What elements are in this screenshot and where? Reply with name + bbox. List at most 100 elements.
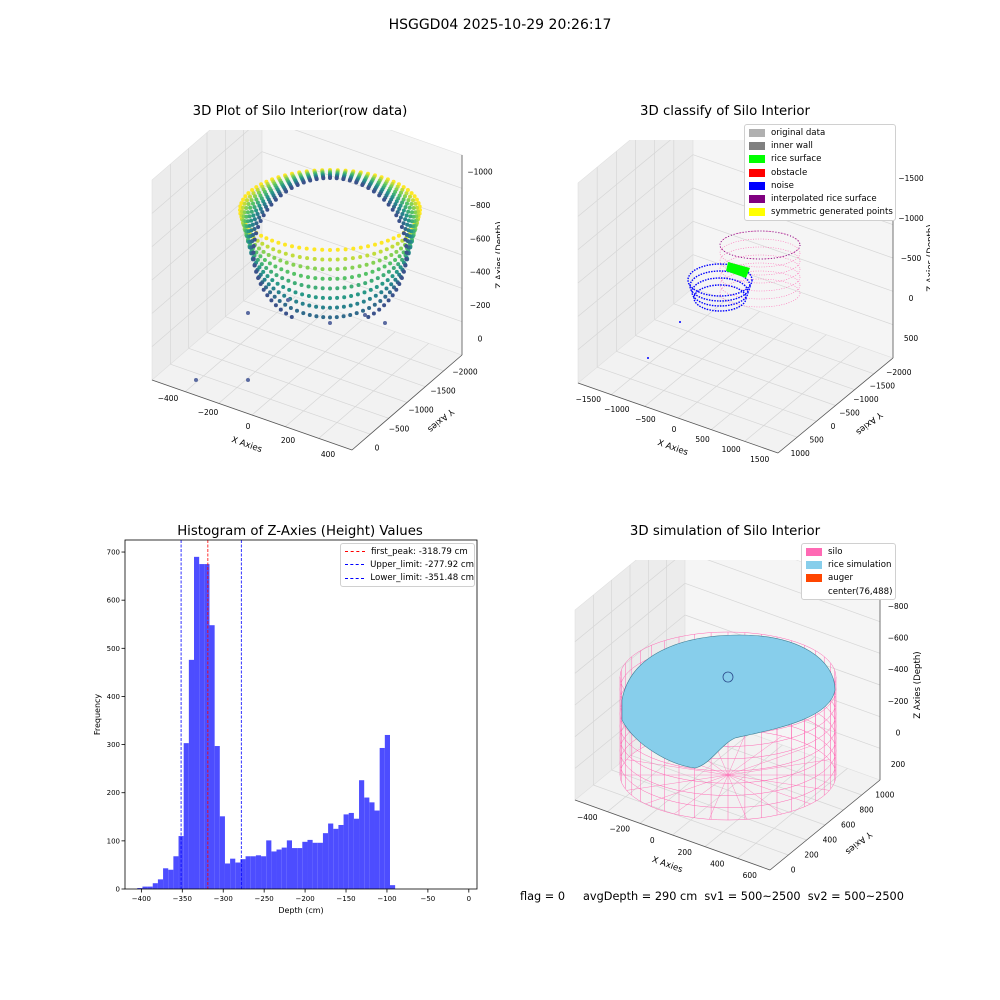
raw-point xyxy=(290,244,294,249)
legend-label: symmetric generated points xyxy=(771,207,893,218)
raw-point xyxy=(312,247,317,252)
x-tick-label: −50 xyxy=(420,895,435,903)
raw-point xyxy=(400,212,405,216)
raw-point xyxy=(413,210,418,215)
raw-point xyxy=(314,314,319,319)
simulation-3d-plot: −400−2000200400600020040060080010002000−… xyxy=(574,560,923,880)
raw-point xyxy=(253,194,257,199)
raw-point xyxy=(242,201,247,206)
raw-point xyxy=(290,253,295,258)
y-tick-label: 500 xyxy=(107,645,120,653)
raw-point xyxy=(411,206,416,210)
raw-point xyxy=(386,298,391,303)
raw-point xyxy=(394,249,399,254)
raw-point xyxy=(401,197,406,202)
histogram-bar xyxy=(266,840,272,889)
z-tick-label: 0 xyxy=(478,334,483,343)
raw-point xyxy=(387,290,392,295)
raw-point xyxy=(278,258,283,263)
silo-simulation xyxy=(619,631,837,821)
histogram-bar xyxy=(173,856,179,889)
grid-line xyxy=(684,583,881,654)
raw-point xyxy=(261,249,266,254)
histogram-bar xyxy=(255,855,262,889)
histogram-bar xyxy=(194,556,200,889)
silo-floor-spoke xyxy=(626,759,729,776)
x-tick-label: −300 xyxy=(214,895,233,903)
raw-point xyxy=(245,198,249,203)
histogram-bar xyxy=(374,810,380,889)
raw-point xyxy=(408,214,413,219)
raw-point xyxy=(252,237,257,242)
raw-point xyxy=(265,244,270,249)
z-tick-label: −1500 xyxy=(898,174,924,183)
raw-point xyxy=(357,273,362,278)
raw-point xyxy=(251,191,256,196)
legend-swatch xyxy=(749,181,765,190)
raw-point xyxy=(305,265,310,270)
raw-point xyxy=(286,278,291,283)
raw-point xyxy=(367,306,372,310)
raw-point xyxy=(291,262,296,267)
histogram-bar xyxy=(204,564,210,889)
legend-line-sample xyxy=(345,551,365,553)
silo-ring xyxy=(719,278,801,308)
raw-point xyxy=(386,269,391,274)
raw-point xyxy=(367,296,372,301)
silo-floor-spoke xyxy=(727,745,811,776)
raw-point xyxy=(306,284,311,289)
raw-point xyxy=(349,284,354,289)
raw-point xyxy=(320,276,325,281)
raw-point xyxy=(257,246,261,251)
x-tick-label: 0 xyxy=(650,836,655,845)
raw-point xyxy=(254,250,259,255)
legend-item: inner wall xyxy=(745,139,895,152)
raw-point xyxy=(271,247,276,252)
raw-point xyxy=(411,214,416,219)
silo-floor-spoke xyxy=(727,735,783,776)
legend-swatch xyxy=(806,588,822,596)
y-tick-label: 600 xyxy=(107,597,120,605)
histogram-bar xyxy=(348,812,354,889)
raw-point xyxy=(383,321,387,325)
silo-ring xyxy=(719,238,801,268)
x-axis-line xyxy=(577,382,779,454)
raw-point xyxy=(405,222,410,227)
raw-point xyxy=(399,246,403,251)
grid-line xyxy=(692,187,894,259)
raw-point xyxy=(250,188,255,192)
y-tick-label: 0 xyxy=(791,866,796,875)
raw-point xyxy=(299,283,304,287)
raw-point xyxy=(252,205,257,210)
silo-ring xyxy=(719,246,801,276)
raw-point xyxy=(257,215,262,220)
raw-point xyxy=(287,287,292,292)
legend-swatch xyxy=(749,168,765,177)
raw-point xyxy=(348,303,353,308)
noise-point xyxy=(679,321,681,323)
raw-point xyxy=(348,313,353,317)
legend-label: auger xyxy=(828,573,853,584)
raw-point xyxy=(249,218,254,223)
raw-point xyxy=(261,213,266,218)
raw-point xyxy=(260,241,265,246)
histogram-bar xyxy=(142,886,148,889)
legend-item: Upper_limit: -277.92 cm xyxy=(341,558,474,571)
silo-floor-spoke xyxy=(645,774,729,805)
raw-point xyxy=(255,200,260,205)
histogram-chart: −400 −350 −300 −250 −200 −150 −100 −50 0 0 100 200 3… xyxy=(93,539,478,915)
raw-point xyxy=(281,285,286,289)
histogram-bar xyxy=(364,797,370,889)
raw-point xyxy=(272,294,277,299)
raw-point xyxy=(297,255,302,259)
raw-point xyxy=(306,294,311,298)
raw-point xyxy=(289,186,294,190)
raw-point xyxy=(292,281,297,286)
raw-point xyxy=(394,287,399,292)
raw-point xyxy=(410,219,414,224)
raw-point xyxy=(379,290,384,295)
raw-point xyxy=(293,290,298,295)
raw-point xyxy=(305,256,310,261)
raw-point xyxy=(377,307,382,312)
raw-point xyxy=(277,299,282,303)
